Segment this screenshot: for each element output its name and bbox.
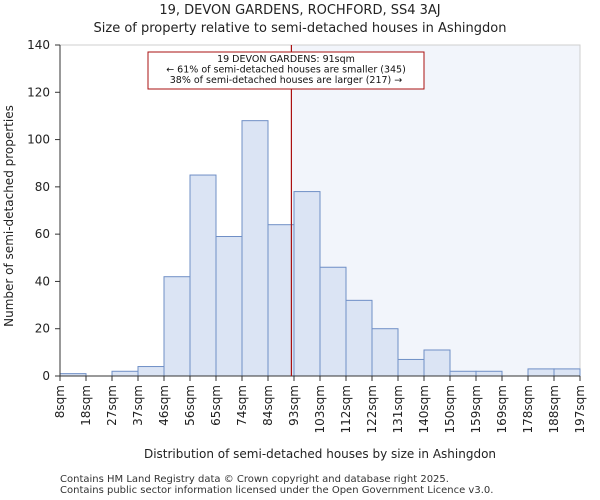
x-tick-label: 188sqm (547, 385, 561, 433)
histogram-bar (345, 299, 373, 377)
footer-copyright: Contains HM Land Registry data © Crown c… (60, 474, 449, 485)
annotation-line: ← 61% of semi-detached houses are smalle… (166, 65, 406, 76)
y-tick-label: 40 (35, 274, 50, 288)
x-tick-label: 197sqm (573, 385, 587, 433)
x-tick-label: 131sqm (391, 385, 405, 433)
annotation-line: 38% of semi-detached houses are larger (… (170, 75, 403, 86)
x-tick-label: 93sqm (287, 385, 301, 426)
y-tick-label: 120 (27, 85, 50, 99)
histogram-bar (527, 368, 555, 377)
x-tick-label: 8sqm (53, 385, 67, 418)
histogram-bar (293, 191, 321, 377)
x-tick-label: 27sqm (105, 385, 119, 426)
x-tick-label: 112sqm (339, 385, 353, 433)
footer-licence: Contains public sector information licen… (60, 485, 494, 496)
y-axis-label: Number of semi-detached properties (2, 105, 16, 327)
histogram-bar (371, 328, 399, 377)
annotation-line: 19 DEVON GARDENS: 91sqm (217, 54, 355, 65)
x-tick-label: 169sqm (495, 385, 509, 433)
y-tick-label: 140 (27, 38, 50, 52)
annotation-box (147, 51, 425, 90)
y-tick-label: 20 (35, 322, 50, 336)
x-tick-label: 37sqm (131, 385, 145, 426)
x-tick-label: 159sqm (469, 385, 483, 433)
histogram-bar (475, 370, 503, 377)
x-tick-label: 122sqm (365, 385, 379, 433)
x-tick-label: 140sqm (417, 385, 431, 433)
x-tick-label: 178sqm (521, 385, 535, 433)
x-tick-label: 65sqm (209, 385, 223, 426)
histogram-bar (241, 120, 269, 377)
chart-title: Size of property relative to semi-detach… (93, 21, 507, 36)
x-tick-label: 150sqm (443, 385, 457, 433)
histogram-bar (397, 358, 425, 377)
y-tick-label: 100 (27, 133, 50, 147)
chart-title-address: 19, DEVON GARDENS, ROCHFORD, SS4 3AJ (159, 3, 441, 18)
x-tick-label: 103sqm (313, 385, 327, 433)
x-tick-label: 84sqm (261, 385, 275, 426)
histogram-bar (137, 366, 165, 377)
y-tick-label: 80 (35, 180, 50, 194)
histogram-bar (553, 368, 581, 377)
y-tick-label: 0 (42, 369, 50, 383)
histogram-bar (319, 266, 347, 377)
histogram-bar (449, 370, 477, 377)
histogram-bar (163, 276, 191, 377)
x-axis-label: Distribution of semi-detached houses by … (144, 447, 496, 461)
histogram-bar (215, 236, 243, 377)
histogram-bar (189, 174, 217, 377)
histogram-bar (423, 349, 451, 377)
x-tick-label: 46sqm (157, 385, 171, 426)
histogram-chart: 0 20 40 60 80 100 120 140 8sqm 18sqm 27sqm 37sqm 46… (2, 38, 587, 461)
histogram-bar (267, 224, 295, 377)
histogram-bar (111, 370, 139, 377)
x-tick-label: 56sqm (183, 385, 197, 426)
y-tick-label: 60 (35, 227, 50, 241)
x-tick-label: 18sqm (79, 385, 93, 426)
x-tick-label: 74sqm (235, 385, 249, 426)
